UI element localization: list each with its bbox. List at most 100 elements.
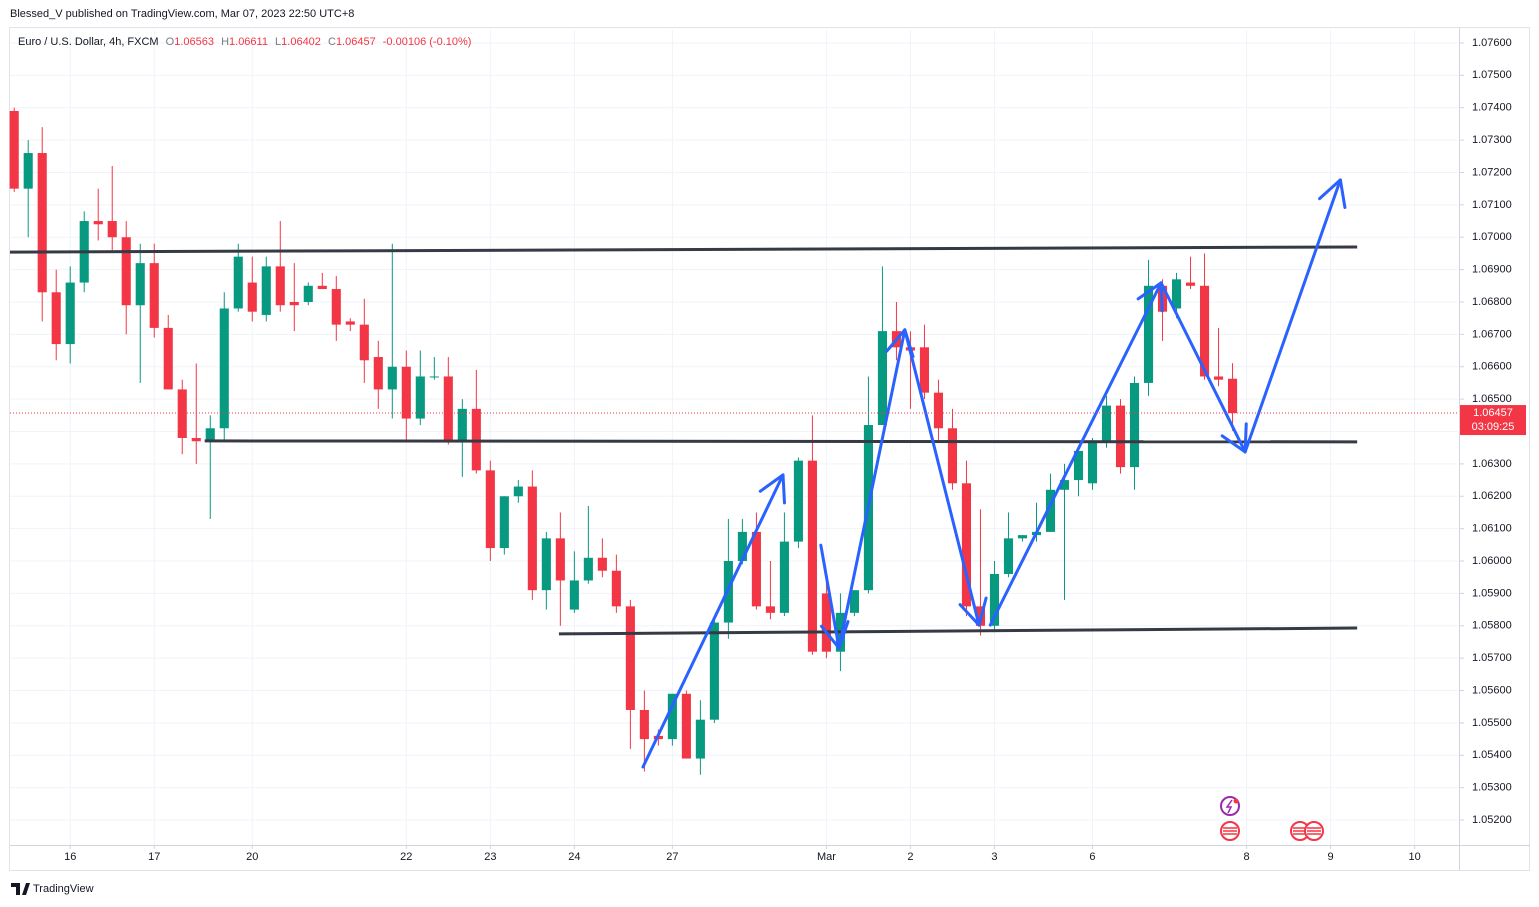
event-icons	[1220, 796, 1324, 841]
candle-body	[359, 324, 369, 361]
candle-body	[569, 580, 579, 610]
candle-body	[415, 376, 425, 419]
candle-body	[261, 266, 271, 315]
arrow-line	[988, 281, 1163, 627]
candle-body	[625, 606, 635, 710]
candle-body	[709, 622, 719, 720]
candle-body	[289, 301, 299, 306]
candle-body	[989, 573, 1000, 626]
arrow-head	[958, 596, 988, 627]
candle-body	[331, 289, 341, 325]
y-tick-label: 1.05200	[1472, 814, 1512, 826]
candle-body	[1185, 282, 1196, 286]
y-tick-label: 1.07000	[1472, 231, 1512, 243]
candle-body	[765, 606, 775, 613]
candle-body	[555, 538, 565, 581]
candle-body	[667, 693, 677, 740]
arrow-line	[903, 328, 981, 627]
ohlc-key: L	[275, 36, 281, 48]
candle-body	[191, 437, 201, 442]
y-tick-label: 1.05800	[1472, 620, 1512, 632]
y-tick-label: 1.07500	[1472, 69, 1512, 81]
arrow-line	[641, 473, 785, 769]
y-tick-label: 1.06200	[1472, 490, 1512, 502]
candle-body	[275, 266, 285, 306]
y-tick-label: 1.06500	[1472, 393, 1512, 405]
arrow-line	[837, 328, 907, 650]
brand: TradingView	[33, 883, 94, 895]
y-tick-label: 1.06900	[1472, 264, 1512, 276]
candle-body	[583, 557, 593, 581]
candle-body	[303, 285, 313, 302]
arrow-head	[1318, 178, 1347, 210]
event-dot	[1233, 798, 1239, 804]
level-line	[9, 245, 1358, 254]
candle-body	[1115, 405, 1126, 468]
candle-body	[695, 719, 705, 759]
candle-body	[961, 483, 972, 607]
x-tick-label: 9	[1328, 851, 1334, 863]
candle-body	[247, 282, 257, 312]
y-tick-label: 1.05600	[1472, 684, 1512, 696]
candle-body	[233, 256, 243, 309]
y-tick-label: 1.05900	[1472, 587, 1512, 599]
x-tick-label: 24	[568, 851, 580, 863]
candle-body	[821, 593, 831, 652]
candle-body	[1213, 376, 1224, 380]
y-tick-label: 1.06700	[1472, 328, 1512, 340]
level-line	[558, 626, 1358, 636]
candle-body	[219, 308, 229, 429]
ohlc-key: H	[221, 36, 229, 48]
candle-body	[107, 221, 117, 238]
ohlc-key: O	[166, 36, 175, 48]
candle-body	[163, 327, 173, 390]
flag-icon[interactable]	[1304, 821, 1324, 841]
candle-body	[205, 428, 215, 442]
candle-body	[457, 408, 467, 442]
y-tick-label: 1.06800	[1472, 296, 1512, 308]
y-tick-label: 1.07300	[1472, 134, 1512, 146]
change: -0.00106 (-0.10%)	[383, 36, 472, 48]
y-tick-label: 1.06600	[1472, 361, 1512, 373]
y-tick-label: 1.05700	[1472, 652, 1512, 664]
last-price-box	[1460, 405, 1526, 436]
candles	[9, 107, 1238, 775]
y-tick-label: 1.05400	[1472, 749, 1512, 761]
y-tick-label: 1.05500	[1472, 717, 1512, 729]
brand-logo	[11, 883, 30, 895]
candle-body	[121, 237, 131, 306]
candle-body	[135, 263, 145, 306]
x-tick-label: 23	[484, 851, 496, 863]
candle-body	[149, 263, 159, 328]
candle-body	[597, 557, 607, 571]
flag-icon[interactable]	[1220, 821, 1240, 841]
x-tick-label: 16	[64, 851, 76, 863]
candle-body	[65, 282, 75, 345]
candle-body	[611, 570, 621, 607]
symbol: Euro / U.S. Dollar, 4h, FXCM	[18, 36, 159, 48]
candle-body	[1143, 285, 1154, 383]
footer: TradingView	[11, 883, 94, 895]
ohlc-value: 1.06402	[281, 36, 321, 48]
y-tick-label: 1.07200	[1472, 166, 1512, 178]
candle-body	[373, 357, 383, 390]
y-tick-label: 1.05300	[1472, 782, 1512, 794]
candle-body	[947, 428, 958, 484]
x-tick-label: 27	[666, 851, 678, 863]
x-tick-label: 20	[246, 851, 258, 863]
candle-body	[877, 331, 887, 426]
candle-body	[1017, 535, 1028, 539]
candle-body	[751, 531, 761, 607]
x-tick-label: Mar	[817, 851, 836, 863]
candle-body	[23, 153, 33, 189]
candle-body	[499, 496, 509, 549]
candle-body	[317, 285, 327, 290]
symbol-legend: Euro / U.S. Dollar, 4h, FXCM O1.06563 H1…	[18, 36, 471, 48]
candle-body	[93, 221, 103, 225]
byline: Blessed_V published on TradingView.com, …	[10, 8, 354, 20]
chart-frame	[9, 27, 1530, 871]
y-tick-label: 1.07600	[1472, 37, 1512, 49]
candle-body	[345, 321, 355, 325]
